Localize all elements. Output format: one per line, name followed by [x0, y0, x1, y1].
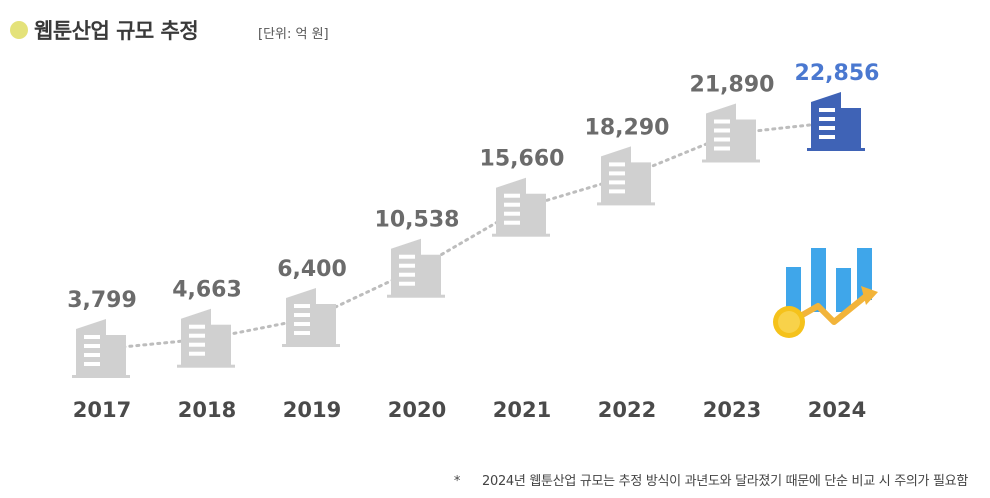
year-label: 2020: [388, 398, 446, 422]
unit-label: [단위: 억 원]: [258, 27, 329, 42]
building-icon: [387, 238, 445, 298]
building-icon: [177, 308, 235, 368]
year-label: 2019: [283, 398, 341, 422]
year-label: 2021: [493, 398, 551, 422]
year-label: 2017: [73, 398, 131, 422]
value-label: 6,400: [277, 257, 347, 282]
building-markers: [72, 92, 865, 378]
chart-title: 웹툰산업 규모 추정: [34, 19, 199, 43]
value-label: 4,663: [172, 278, 242, 303]
year-label: 2018: [178, 398, 236, 422]
year-labels: 2017 2018 2019 2020 2021 2022 2023 2024: [73, 398, 866, 422]
value-label: 18,290: [585, 115, 670, 140]
title-dot-icon: [10, 21, 28, 39]
year-label: 2023: [703, 398, 761, 422]
value-labels: 3,799 4,663 6,400 10,538 15,660 18,290 21,890 2…: [67, 61, 879, 313]
building-icon: [282, 288, 340, 348]
footnote-mark: *: [453, 474, 461, 489]
value-label: 10,538: [375, 208, 460, 233]
value-label: 21,890: [690, 73, 775, 98]
value-label: 15,660: [480, 147, 565, 172]
building-icon: [72, 319, 130, 378]
footnote-text: 2024년 웹툰산업 규모는 추정 방식이 과년도와 달라졌기 때문에 단순 비…: [482, 474, 968, 489]
value-label: 22,856: [795, 61, 880, 86]
year-label: 2024: [808, 398, 866, 422]
building-icon: [597, 146, 655, 206]
growth-chart-icon: [773, 248, 878, 338]
value-label: 3,799: [67, 288, 137, 313]
building-icon: [492, 177, 550, 237]
building-icon: [807, 92, 865, 151]
building-icon: [702, 103, 760, 163]
year-label: 2022: [598, 398, 656, 422]
footnote: * 2024년 웹툰산업 규모는 추정 방식이 과년도와 달라졌기 때문에 단순 …: [454, 470, 968, 489]
